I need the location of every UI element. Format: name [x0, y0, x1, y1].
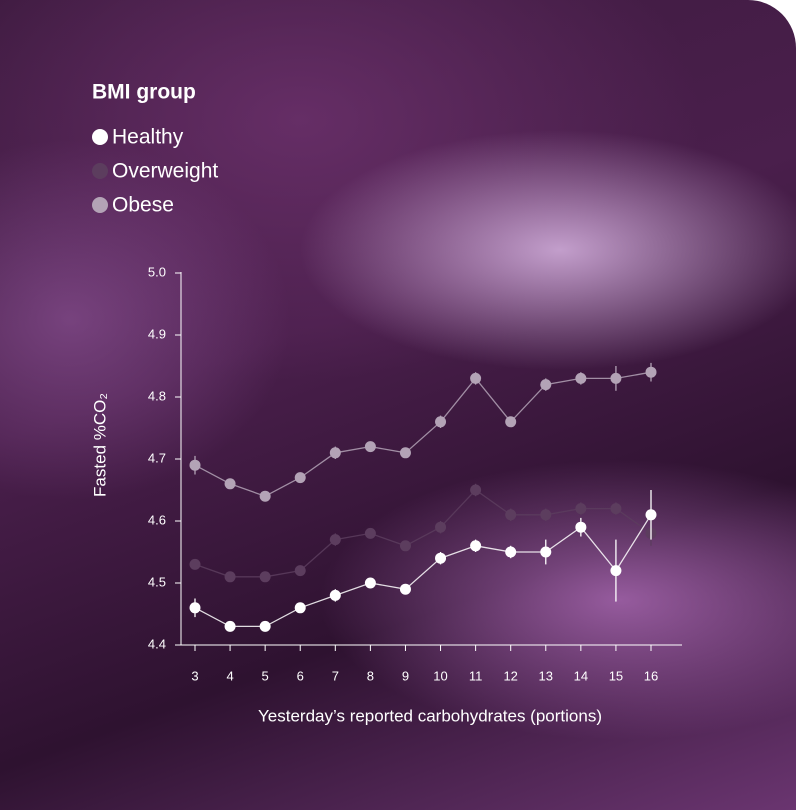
data-point [575, 372, 587, 384]
legend-title: BMI group [92, 81, 196, 104]
data-point [505, 416, 517, 428]
data-point [540, 546, 552, 558]
data-point [610, 565, 622, 577]
y-tick-label: 5.0 [148, 264, 166, 279]
x-tick-label: 16 [644, 668, 658, 683]
data-point [259, 490, 271, 502]
x-tick-label: 14 [574, 668, 588, 683]
legend-marker [92, 129, 108, 145]
data-point [575, 503, 587, 515]
data-point [189, 459, 201, 471]
data-point [294, 602, 306, 614]
data-point [470, 484, 482, 496]
data-point [645, 509, 657, 521]
x-tick-label: 11 [469, 668, 483, 683]
data-point [329, 589, 341, 601]
x-tick-label: 9 [402, 668, 409, 683]
data-point [329, 534, 341, 546]
series-line [194, 514, 652, 628]
series-line [194, 489, 652, 578]
data-point [259, 620, 271, 632]
data-point [224, 478, 236, 490]
y-tick-label: 4.8 [148, 388, 166, 403]
data-point [189, 558, 201, 570]
data-point [294, 565, 306, 577]
data-point [610, 503, 622, 515]
x-tick-label: 12 [503, 668, 517, 683]
x-axis-label: Yesterday’s reported carbohydrates (port… [258, 706, 602, 725]
y-tick-label: 4.6 [148, 512, 166, 527]
data-point [540, 509, 552, 521]
x-tick-label: 5 [262, 668, 269, 683]
x-tick-label: 15 [609, 668, 623, 683]
data-point [364, 441, 376, 453]
legend-marker [92, 197, 108, 213]
series-line [194, 371, 652, 497]
data-point [399, 583, 411, 595]
x-tick-label: 10 [433, 668, 447, 683]
data-point [505, 509, 517, 521]
data-point [224, 571, 236, 583]
legend-label: Overweight [112, 160, 218, 183]
legend-label: Healthy [112, 126, 184, 149]
data-point [259, 571, 271, 583]
data-point [364, 577, 376, 589]
data-point [329, 447, 341, 459]
data-point [470, 372, 482, 384]
data-point [399, 447, 411, 459]
data-point [224, 620, 236, 632]
data-point [505, 546, 517, 558]
data-point [470, 540, 482, 552]
x-tick-label: 8 [367, 668, 374, 683]
y-axis-label: Fasted %CO₂ [90, 393, 109, 497]
data-point [364, 527, 376, 539]
x-tick-label: 3 [191, 668, 198, 683]
x-tick-label: 6 [297, 668, 304, 683]
y-tick-label: 4.7 [148, 450, 166, 465]
data-point [435, 416, 447, 428]
legend-label: Obese [112, 194, 174, 217]
data-point [435, 552, 447, 564]
y-tick-label: 4.5 [148, 574, 166, 589]
x-tick-label: 4 [226, 668, 233, 683]
y-tick-label: 4.4 [148, 636, 166, 651]
data-point [294, 472, 306, 484]
y-tick-label: 4.9 [148, 326, 166, 341]
data-point [610, 372, 622, 384]
data-point [399, 540, 411, 552]
data-point [435, 521, 447, 533]
data-point [540, 379, 552, 391]
data-point [575, 521, 587, 533]
legend-marker [92, 163, 108, 179]
x-tick-label: 13 [539, 668, 553, 683]
x-tick-label: 7 [332, 668, 339, 683]
data-point [189, 602, 201, 614]
data-point [645, 366, 657, 378]
